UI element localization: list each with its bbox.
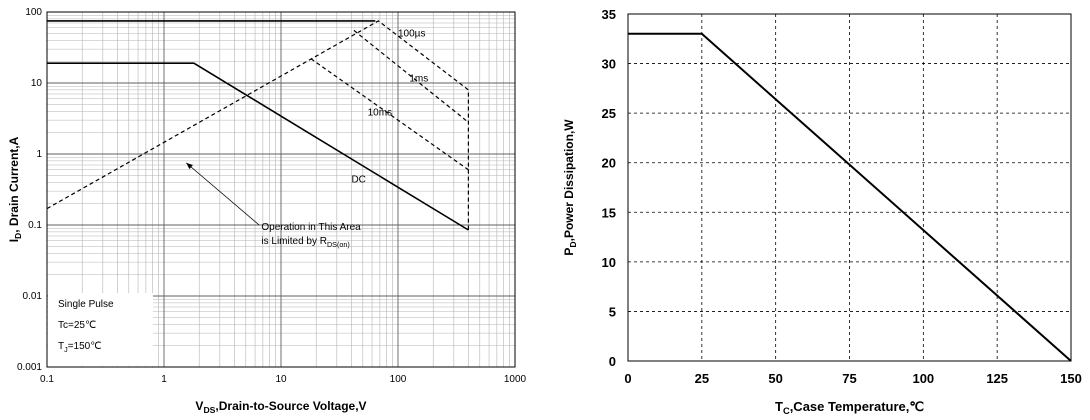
y-tick-label: 0.1 — [28, 220, 42, 231]
curve-label: DC — [351, 174, 365, 185]
x-tick-label: 150 — [1060, 371, 1082, 386]
curve-label: 10ms — [368, 107, 392, 118]
y-tick-label: 10 — [31, 78, 43, 89]
x-tick-label: 75 — [842, 371, 856, 386]
legend-text: TJ=150℃ — [58, 341, 101, 354]
y-tick-label: 0 — [609, 354, 616, 369]
annotation-arrow — [186, 162, 260, 226]
curve-label: 1ms — [409, 73, 428, 84]
series-line — [353, 29, 469, 123]
x-tick-label: 50 — [768, 371, 782, 386]
x-axis-title: VDS,Drain-to-Source Voltage,V — [195, 399, 366, 415]
x-tick-label: 0.1 — [40, 374, 54, 385]
y-tick-label: 25 — [602, 106, 616, 121]
y-tick-label: 0.001 — [17, 362, 42, 373]
x-tick-label: 25 — [695, 371, 709, 386]
y-tick-label: 100 — [25, 7, 42, 18]
series-line — [46, 20, 469, 230]
y-tick-label: 35 — [602, 7, 616, 22]
x-tick-label: 10 — [275, 374, 287, 385]
x-tick-label: 100 — [390, 374, 407, 385]
y-tick-label: 20 — [602, 156, 616, 171]
annotation-text: Operation in This Area — [261, 222, 361, 233]
y-tick-label: 0.01 — [23, 291, 43, 302]
legend-box — [48, 293, 153, 366]
y-tick-label: 10 — [602, 255, 616, 270]
y-tick-label: 1 — [36, 149, 42, 160]
y-tick-label: 30 — [602, 57, 616, 72]
series-line — [47, 62, 469, 231]
annotation-arrowhead — [186, 162, 193, 170]
plot-frame — [46, 11, 516, 368]
power-derating-chart: 0 25 50 75 100 125 150 0 5 10 15 20 25 30 35 TC,Case Te… — [562, 7, 1082, 416]
curve-label: 100µs — [398, 29, 425, 40]
x-tick-label: 100 — [912, 371, 934, 386]
legend-text: Single Pulse — [58, 299, 114, 310]
annotation-text: is Limited by RDS(on) — [261, 236, 349, 249]
x-tick-label: 125 — [986, 371, 1008, 386]
legend-text: Tc=25℃ — [58, 320, 96, 331]
y-axis-title: ID, Drain Current,A — [7, 136, 23, 242]
plot-frame — [627, 13, 1072, 362]
y-tick-label: 15 — [602, 205, 616, 220]
x-tick-label: 0 — [624, 371, 631, 386]
y-tick-label: 5 — [609, 304, 616, 319]
safe-operating-area-chart: 0.1 1 10 100 1000 0.001 0.01 0.1 1 10 100 100µs 1ms 1… — [7, 7, 527, 415]
y-axis-title: PD,Power Dissipation,W — [562, 119, 578, 256]
series-line — [628, 32, 1072, 362]
x-tick-label: 1000 — [504, 374, 527, 385]
x-tick-label: 1 — [161, 374, 167, 385]
x-axis-title: TC,Case Temperature,℃ — [775, 399, 924, 416]
